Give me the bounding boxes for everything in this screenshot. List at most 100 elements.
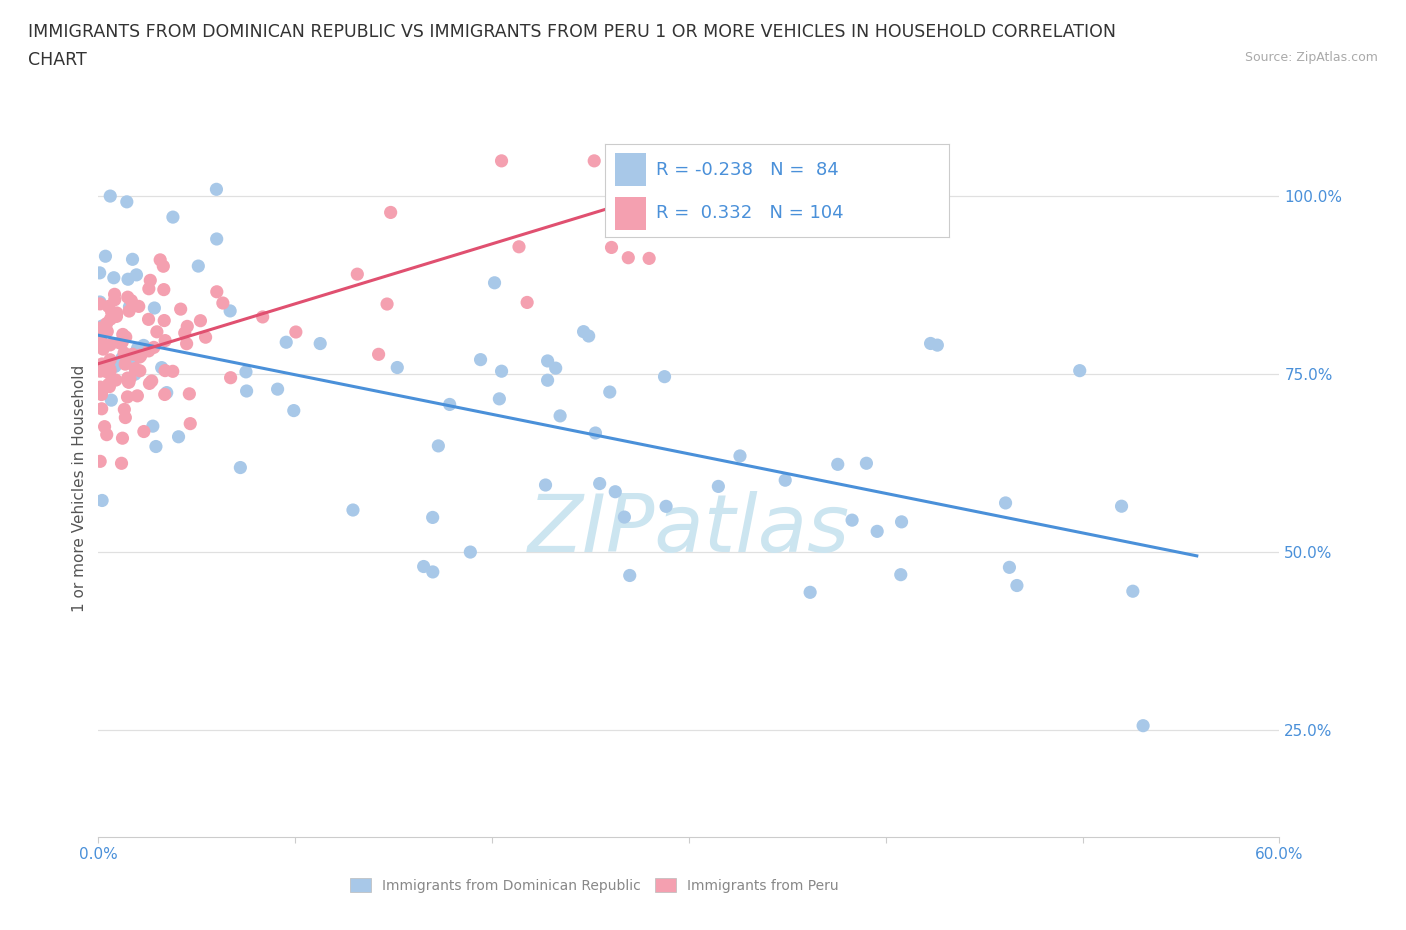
Point <box>536 353 558 368</box>
Point <box>728 448 751 463</box>
Point <box>176 337 198 352</box>
Text: R = -0.238   N =  84: R = -0.238 N = 84 <box>657 161 839 179</box>
Point <box>129 349 152 364</box>
Point <box>89 297 111 312</box>
Point <box>128 350 150 365</box>
Point <box>149 252 172 267</box>
Point <box>866 524 889 538</box>
Point <box>544 361 567 376</box>
Point <box>167 430 190 445</box>
Point <box>91 493 114 508</box>
Point <box>162 209 184 224</box>
Point <box>605 211 627 226</box>
Text: Source: ZipAtlas.com: Source: ZipAtlas.com <box>1244 51 1378 64</box>
Point <box>105 306 128 321</box>
Point <box>124 366 146 381</box>
Point <box>534 478 557 493</box>
Point <box>1122 584 1144 599</box>
Point <box>589 476 612 491</box>
Point <box>139 272 162 287</box>
Point <box>427 438 450 453</box>
Point <box>152 259 174 273</box>
Point <box>96 365 118 379</box>
Point <box>121 252 143 267</box>
Text: ZIPatlas: ZIPatlas <box>527 491 851 569</box>
Point <box>439 397 461 412</box>
Text: CHART: CHART <box>28 51 87 69</box>
Point <box>176 319 198 334</box>
Point <box>599 385 621 400</box>
Point <box>707 479 730 494</box>
Point <box>387 360 409 375</box>
Point <box>118 375 141 390</box>
Point <box>548 408 571 423</box>
Point <box>118 371 141 386</box>
Point <box>841 512 863 527</box>
Point <box>153 282 176 297</box>
Point <box>117 272 139 286</box>
Point <box>101 371 124 386</box>
Point <box>212 296 235 311</box>
Point <box>572 325 595 339</box>
Point <box>90 387 112 402</box>
Point <box>375 297 398 312</box>
Point <box>89 322 111 337</box>
Point <box>89 379 111 394</box>
Point <box>235 365 257 379</box>
Point <box>252 310 274 325</box>
Point <box>890 514 912 529</box>
Point <box>229 460 252 475</box>
Point <box>91 356 114 371</box>
Point <box>143 300 166 315</box>
Point <box>132 338 155 352</box>
Point <box>121 352 143 367</box>
Point <box>153 313 176 328</box>
Point <box>138 343 160 358</box>
Point <box>422 565 444 579</box>
Point <box>118 303 141 318</box>
Point <box>927 338 949 352</box>
Point <box>460 545 482 560</box>
Point <box>619 568 641 583</box>
Point <box>142 418 165 433</box>
Point <box>179 417 201 432</box>
Point <box>100 305 122 320</box>
Point <box>125 268 148 283</box>
Point <box>117 390 139 405</box>
Point <box>583 153 606 168</box>
Point <box>114 329 136 344</box>
Point <box>93 419 115 434</box>
Point <box>855 456 877 471</box>
Point <box>91 318 114 333</box>
Point <box>346 267 368 282</box>
Point <box>491 153 513 168</box>
Point <box>89 364 111 379</box>
Point <box>100 312 122 326</box>
Point <box>112 402 135 417</box>
Point <box>98 363 121 378</box>
Point <box>146 325 169 339</box>
Point <box>98 189 121 204</box>
Point <box>153 333 176 348</box>
Point <box>613 510 636 525</box>
Point <box>380 205 402 219</box>
Point <box>108 336 131 351</box>
Point <box>655 498 678 513</box>
Point <box>90 383 112 398</box>
Point <box>91 341 114 356</box>
Point <box>890 567 912 582</box>
Point <box>96 324 118 339</box>
Point <box>145 439 167 454</box>
Point <box>141 374 163 389</box>
Point <box>117 290 139 305</box>
Point <box>169 301 191 316</box>
Point <box>128 299 150 313</box>
Point <box>998 560 1021 575</box>
Point <box>516 295 538 310</box>
Point <box>112 346 135 361</box>
Point <box>610 169 633 184</box>
Point <box>104 373 127 388</box>
Point <box>98 379 121 394</box>
Point <box>90 335 112 350</box>
Point <box>994 496 1017 511</box>
